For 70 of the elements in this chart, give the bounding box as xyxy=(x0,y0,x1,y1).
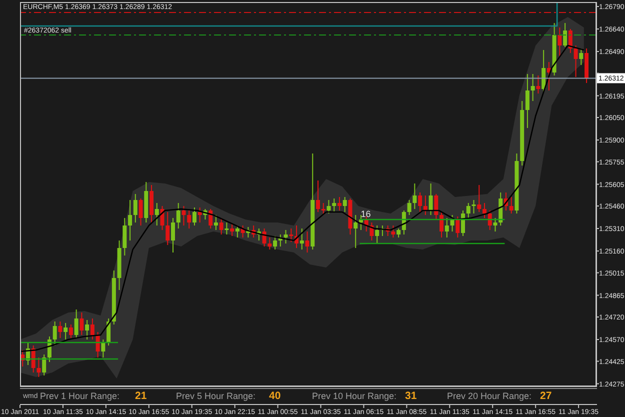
candlestick xyxy=(64,322,68,340)
candlestick xyxy=(579,48,584,66)
candlestick xyxy=(444,218,449,238)
candlestick xyxy=(182,206,186,226)
candlestick xyxy=(187,210,192,229)
candlestick xyxy=(332,198,336,212)
candlestick xyxy=(154,202,159,226)
candlestick xyxy=(90,318,94,340)
candlestick xyxy=(498,192,503,226)
candlestick xyxy=(58,321,62,338)
candlestick xyxy=(74,309,78,338)
candlestick xyxy=(101,339,106,358)
candlestick xyxy=(150,184,154,223)
candlestick xyxy=(289,228,294,242)
candlestick xyxy=(192,207,196,226)
candlestick xyxy=(407,200,412,216)
candlestick xyxy=(472,200,476,214)
candlestick xyxy=(85,320,90,340)
candlestick xyxy=(391,225,396,238)
candlestick xyxy=(300,228,304,250)
candlestick xyxy=(342,196,347,212)
candlestick xyxy=(354,214,358,248)
candlestick xyxy=(52,321,57,346)
candlestick xyxy=(128,200,132,241)
candlestick xyxy=(36,357,41,378)
candlestick xyxy=(198,207,202,223)
candlestick xyxy=(224,222,229,235)
candlestick xyxy=(456,216,460,238)
candlestick xyxy=(235,225,240,238)
candlestick xyxy=(434,194,438,220)
candlestick xyxy=(305,231,310,253)
candlestick xyxy=(375,225,380,244)
candlestick xyxy=(530,74,535,102)
candlestick xyxy=(316,180,320,212)
candlestick xyxy=(138,198,143,226)
candlestick xyxy=(42,354,46,376)
candlestick xyxy=(412,183,417,210)
candlestick xyxy=(176,202,180,229)
candlestick xyxy=(482,202,486,218)
annotation: 16 xyxy=(360,209,371,219)
candlestick xyxy=(542,50,546,92)
candlestick xyxy=(493,218,498,232)
candlestick xyxy=(166,212,170,246)
candlestick xyxy=(80,312,84,336)
candlestick xyxy=(477,184,482,212)
candlestick xyxy=(326,200,331,214)
candlestick xyxy=(574,45,578,78)
candlestick xyxy=(214,214,218,230)
candlestick xyxy=(122,218,127,256)
candlestick xyxy=(219,218,224,235)
candlestick xyxy=(208,208,213,229)
candlestick xyxy=(509,196,514,214)
candlestick xyxy=(450,214,454,232)
candlestick xyxy=(440,212,444,238)
candlestick xyxy=(273,236,278,250)
candlestick xyxy=(268,237,272,250)
candlestick xyxy=(284,230,288,244)
candlestick xyxy=(337,196,342,211)
candlestick xyxy=(536,75,540,94)
candlestick xyxy=(466,202,470,218)
candlestick xyxy=(558,27,562,58)
candlestick xyxy=(418,192,422,212)
candlestick xyxy=(68,324,73,338)
candlestick xyxy=(133,194,138,223)
candlestick xyxy=(563,22,568,48)
candlestick xyxy=(230,224,234,236)
candlestick xyxy=(428,183,433,216)
candlestick xyxy=(525,74,530,128)
candlestick xyxy=(170,218,175,253)
candlestick xyxy=(488,210,492,230)
